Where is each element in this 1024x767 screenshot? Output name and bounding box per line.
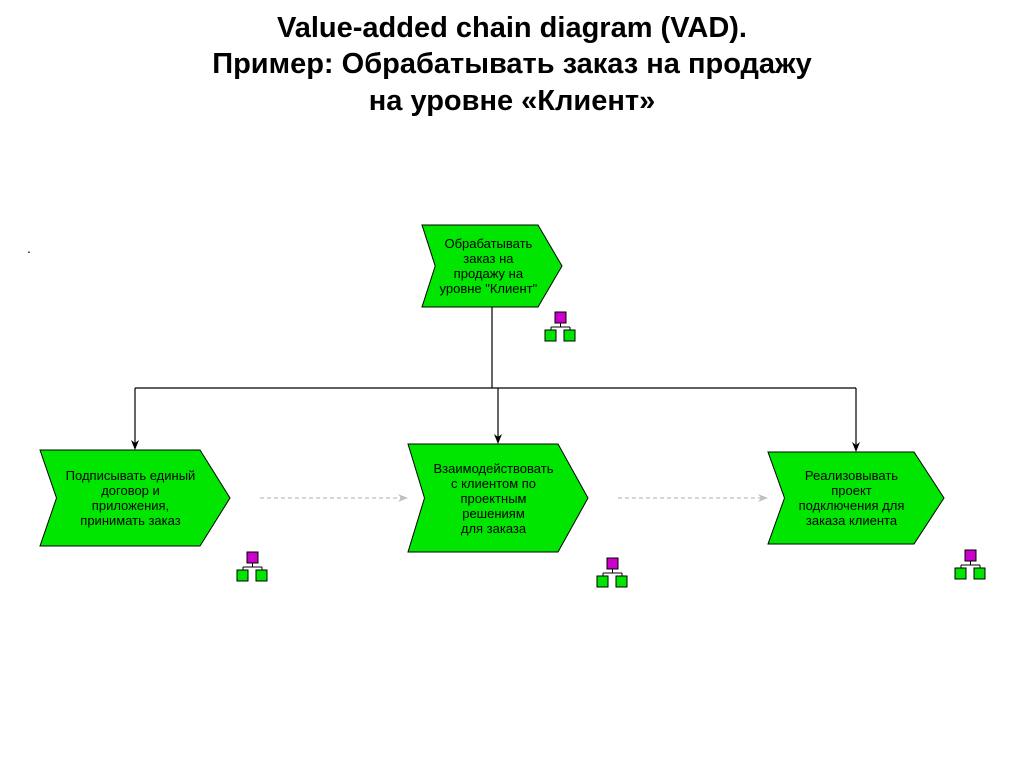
labels-layer: Обрабатывать заказ на продажу на уровне … bbox=[0, 0, 1024, 767]
vad-node-label-n2: Взаимодействовать с клиентом по проектны… bbox=[417, 444, 570, 552]
vad-node-label-root: Обрабатывать заказ на продажу на уровне … bbox=[429, 225, 547, 307]
vad-node-label-n1: Подписывать единый договор и приложения,… bbox=[49, 450, 212, 546]
stray-dot: . bbox=[27, 240, 31, 256]
diagram-stage: Value-added chain diagram (VAD). Пример:… bbox=[0, 0, 1024, 767]
vad-node-label-n3: Реализовывать проект подключения для зак… bbox=[777, 452, 926, 544]
